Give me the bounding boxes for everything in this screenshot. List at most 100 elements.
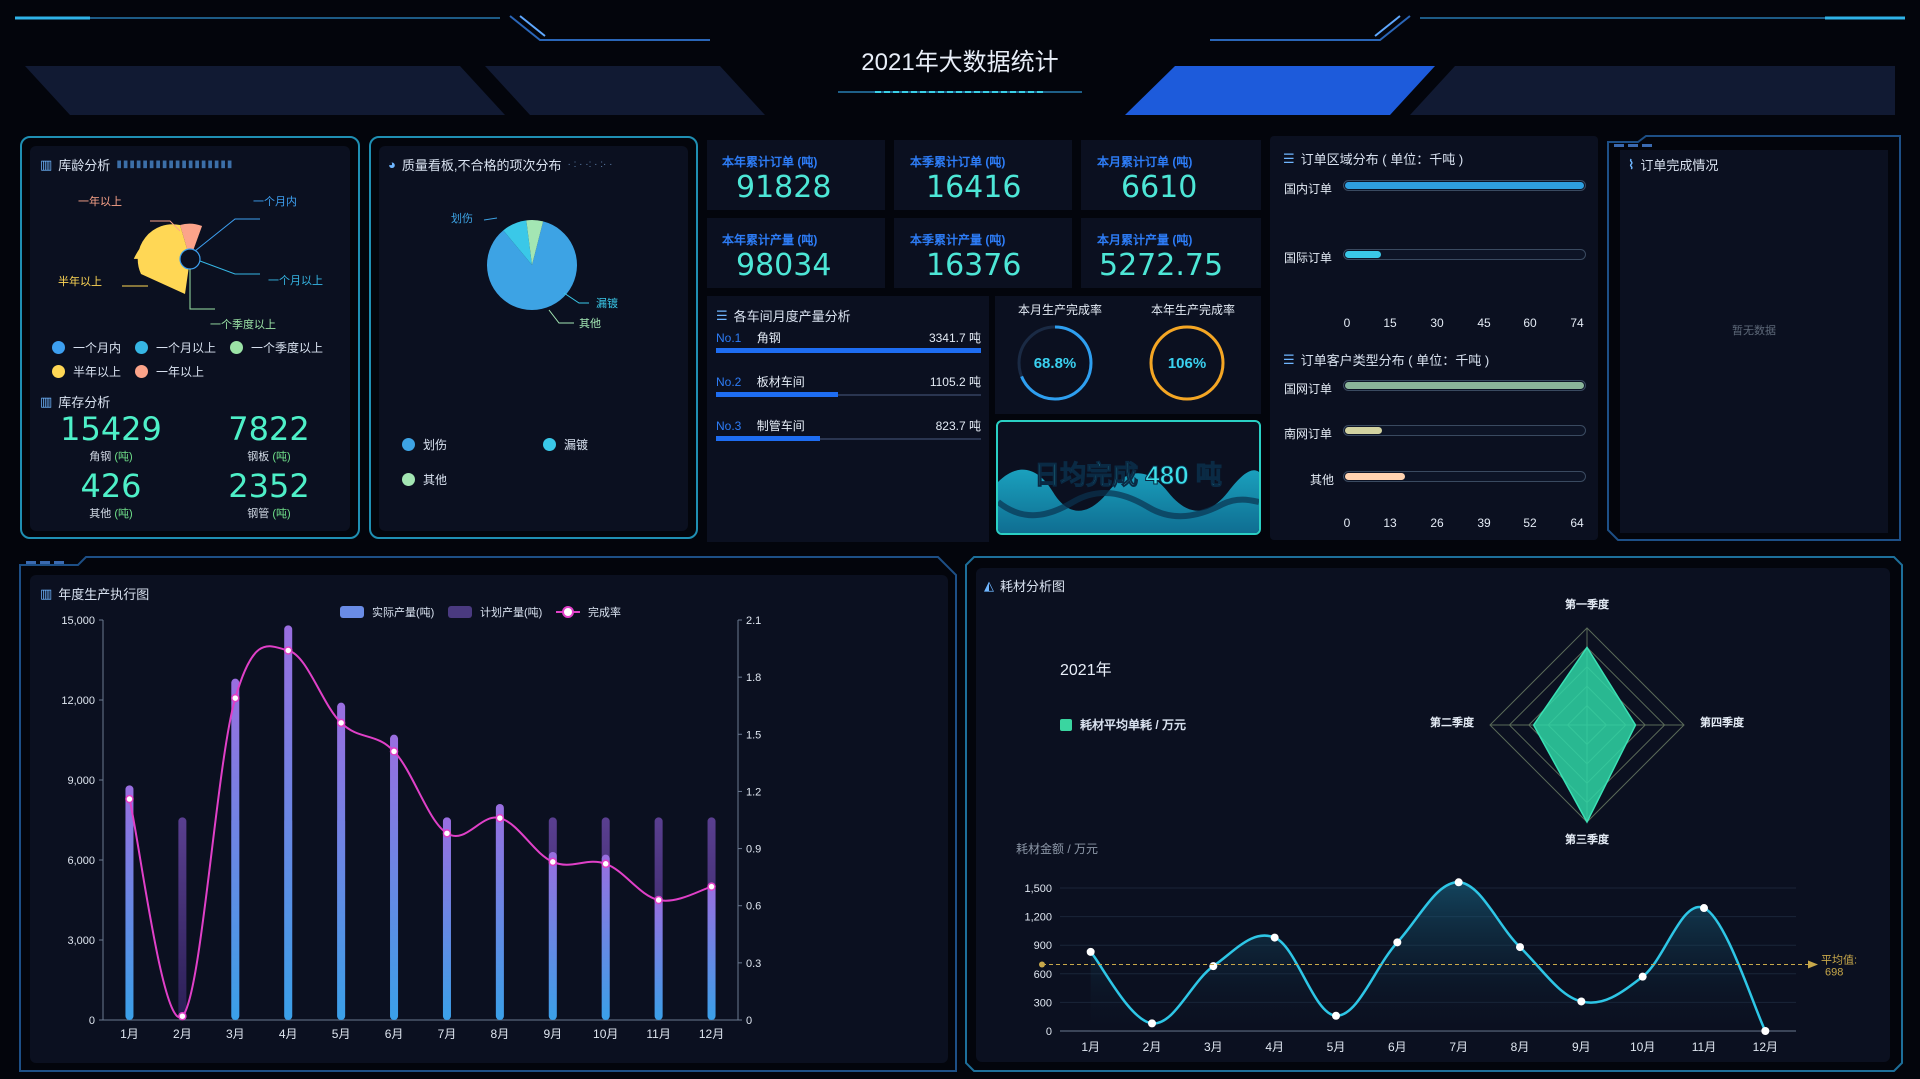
label-quarter-plus: 一个季度以上: [210, 317, 276, 330]
x-tick-label: 4月: [1265, 1040, 1284, 1054]
actual-bar: [284, 625, 293, 1020]
bar-label: 国际订单: [1284, 251, 1333, 265]
material-line-chart: 耗材金额 / 万元 1,500 1,200 900 600 300 0 1月 2月 3月 4月 5月…: [1016, 841, 1857, 1054]
tick-label: 74: [1570, 316, 1584, 330]
y-tick-label: 12,000: [61, 695, 95, 707]
tick-label: 60: [1523, 316, 1537, 330]
stock-label: 角钢 (吨): [89, 451, 133, 463]
x-tick-label: 5月: [1327, 1040, 1346, 1054]
customer-bar: [1345, 473, 1405, 480]
age-rose-chart: 一年以上 半年以上 一个月内 一个月以上 一个季度以上: [58, 194, 323, 330]
annual-chart-frame: [19, 556, 957, 1072]
region-bar: [1345, 251, 1381, 258]
pie-label: 其他: [579, 317, 601, 330]
bar-label: 国内订单: [1284, 182, 1333, 196]
kpi-value: 98034: [736, 248, 832, 283]
actual-bar: [390, 734, 399, 1020]
y-tick-label: 1,500: [1024, 883, 1052, 895]
x-tick-label: 11月: [1692, 1040, 1716, 1054]
daily-completion-box: 日均完成 480 吨: [996, 420, 1261, 535]
workshop-bar: [716, 348, 981, 353]
radar-axis-label: 第二季度: [1430, 715, 1475, 729]
kpi-value: 16376: [926, 248, 1022, 283]
pie-label: 漏镀: [596, 296, 618, 310]
x-tick-label: 8月: [1511, 1040, 1530, 1054]
tick-label: 0: [1343, 516, 1351, 530]
plan-bar: [178, 817, 187, 1020]
workshop-row: No.2 板材车间 1105.2 吨: [716, 375, 981, 389]
kpi-card: [1081, 140, 1261, 210]
pie-chart-icon: ◕: [388, 157, 396, 172]
completion-rate-point: [495, 813, 505, 823]
actual-bar: [442, 817, 451, 1020]
average-start: [1039, 961, 1045, 968]
month-rate-label: 本月生产完成率: [1018, 303, 1103, 317]
radar-axis-label: 第四季度: [1700, 715, 1745, 729]
quality-panel-title: ◕ 质量看板,不合格的项次分布 · : · ·: · :· ·: [388, 157, 613, 173]
workshop-row: No.1 角钢 3341.7 吨: [716, 331, 981, 345]
x-tick-label: 12月: [1753, 1040, 1778, 1054]
consumption-area: [1090, 882, 1766, 1031]
x-tick-label: 6月: [385, 1027, 404, 1041]
actual-bar: [337, 702, 346, 1020]
x-tick-label: 1月: [1081, 1040, 1100, 1054]
header-decoration: [15, 15, 1905, 115]
x-tick-label: 3月: [1204, 1040, 1223, 1054]
kpi-label: 本季累计订单 (吨): [910, 155, 1006, 169]
y2-tick-label: 1.2: [746, 786, 761, 798]
year-rate-value: 106%: [1168, 355, 1206, 372]
kpi-label: 本月累计产量 (吨): [1097, 233, 1193, 247]
age-panel-title: ▥ 库龄分析 ▮▮▮▮▮▮▮▮▮▮▮▮▮▮▮▮▮▮: [40, 156, 234, 174]
bar-track: [1343, 249, 1586, 260]
kpi-card: [707, 218, 885, 288]
rose-slice-half-year-2: [137, 224, 190, 294]
age-panel-frame: [20, 136, 360, 539]
kpi-value: 5272.75: [1099, 248, 1224, 283]
y2-tick-label: 0: [746, 1015, 752, 1027]
order-completion-panel: [1620, 150, 1888, 533]
bar-label: 南网订单: [1284, 427, 1333, 441]
bar-label: 其他: [1310, 473, 1335, 487]
y-tick-label: 3,000: [67, 935, 95, 947]
consumption-point: [1454, 878, 1463, 887]
month-rate-ring: [1017, 325, 1093, 401]
x-tick-label: 2月: [173, 1027, 192, 1041]
x-tick-label: 5月: [332, 1027, 351, 1041]
consumption-line: [1089, 881, 1767, 1032]
bar-label: 国网订单: [1284, 382, 1333, 396]
stock-value: 426: [80, 467, 142, 505]
y-tick-label: 1,200: [1024, 912, 1052, 924]
radar-axis-label: 第三季度: [1565, 832, 1610, 846]
region-orders-title: ☰ 订单区域分布 ( 单位：千吨 ): [1283, 150, 1464, 168]
legend-item: 一年以上: [135, 363, 204, 380]
annual-chart-title: ▥ 年度生产执行图: [40, 585, 150, 603]
kpi-label: 本季累计产量 (吨): [910, 233, 1006, 247]
list-icon: ☰: [1283, 150, 1295, 166]
x-tick-label: 3月: [226, 1027, 245, 1041]
order-completion-frame: [1607, 135, 1901, 541]
radar-legend: 耗材平均单耗 / 万元: [1060, 716, 1186, 733]
kpi-card: [1081, 218, 1261, 288]
consumption-point: [1148, 1019, 1156, 1028]
kpi-label: 本月累计订单 (吨): [1097, 155, 1193, 169]
x-tick-label: 7月: [438, 1027, 457, 1041]
radar-series-area: [1532, 646, 1637, 824]
consumption-point: [1516, 943, 1524, 952]
average-value: 698: [1825, 966, 1843, 978]
y-tick-label: 15,000: [61, 615, 95, 627]
stock-value: 7822: [228, 410, 310, 448]
legend-item: 实际产量(吨): [340, 604, 434, 620]
legend-item: 一个月内: [52, 339, 121, 356]
quality-panel-frame: [369, 136, 698, 539]
actual-bar: [231, 678, 240, 1020]
kpi-value: 16416: [926, 170, 1022, 205]
completion-rate-point: [336, 718, 346, 728]
material-year: 2021年: [1060, 662, 1112, 679]
title-decoration: ▮▮▮▮▮▮▮▮▮▮▮▮▮▮▮▮▮▮: [116, 159, 234, 170]
material-chart-frame: [965, 556, 1903, 1072]
x-tick-label: 6月: [1388, 1040, 1407, 1054]
tick-label: 13: [1383, 516, 1397, 530]
y-tick-label: 900: [1034, 940, 1052, 952]
customer-bar: [1345, 427, 1383, 434]
legend-item: 完成率: [556, 604, 621, 620]
